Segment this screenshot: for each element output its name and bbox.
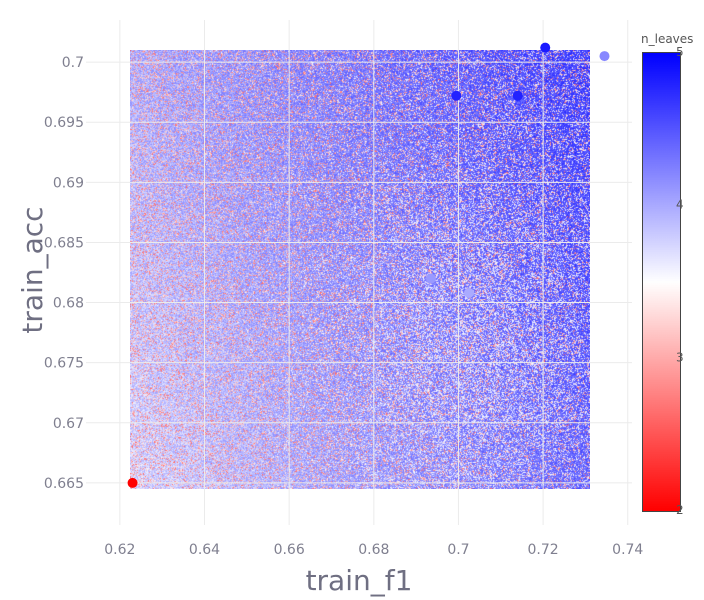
- scatter-point[interactable]: [127, 477, 138, 488]
- colorbar-tick-label: 4: [676, 198, 684, 212]
- colorbar-tick-label: 3: [676, 350, 684, 364]
- colorbar-gradient: [642, 52, 681, 512]
- x-tick-label: 0.7: [447, 542, 469, 558]
- y-tick-label: 0.69: [53, 175, 84, 191]
- y-tick-label: 0.675: [44, 356, 84, 372]
- colorbar-title: n_leaves: [641, 32, 693, 46]
- x-tick-label: 0.72: [528, 542, 559, 558]
- density-background: [130, 50, 590, 489]
- x-tick-label: 0.68: [358, 542, 389, 558]
- x-axis-title: train_f1: [306, 564, 413, 597]
- scatter-point[interactable]: [599, 51, 610, 62]
- y-axis-title: train_acc: [16, 206, 49, 333]
- x-tick-label: 0.62: [104, 542, 135, 558]
- scatter-point[interactable]: [425, 273, 436, 284]
- data-points: [127, 42, 610, 488]
- grid-lines: [86, 20, 632, 525]
- x-tick-label: 0.74: [612, 542, 643, 558]
- y-tick-label: 0.685: [44, 235, 84, 251]
- y-tick-label: 0.68: [53, 296, 84, 312]
- colorbar-tick-label: 2: [676, 503, 684, 517]
- scatter-point[interactable]: [512, 90, 523, 101]
- x-tick-label: 0.64: [189, 542, 220, 558]
- colorbar: 2 3 4 5: [676, 45, 684, 517]
- y-tick-label: 0.7: [62, 55, 84, 71]
- tick-labels: 0.665 0.67 0.675 0.68 0.685 0.69 0.695 0.7 0.62 0…: [44, 55, 644, 558]
- y-tick-label: 0.665: [44, 476, 84, 492]
- scatter-point[interactable]: [464, 287, 475, 298]
- y-tick-label: 0.67: [53, 416, 84, 432]
- x-tick-label: 0.66: [274, 542, 305, 558]
- colorbar-tick-label: 5: [676, 45, 684, 59]
- scatter-point[interactable]: [540, 42, 551, 53]
- scatter-point[interactable]: [451, 90, 462, 101]
- y-tick-label: 0.695: [44, 115, 84, 131]
